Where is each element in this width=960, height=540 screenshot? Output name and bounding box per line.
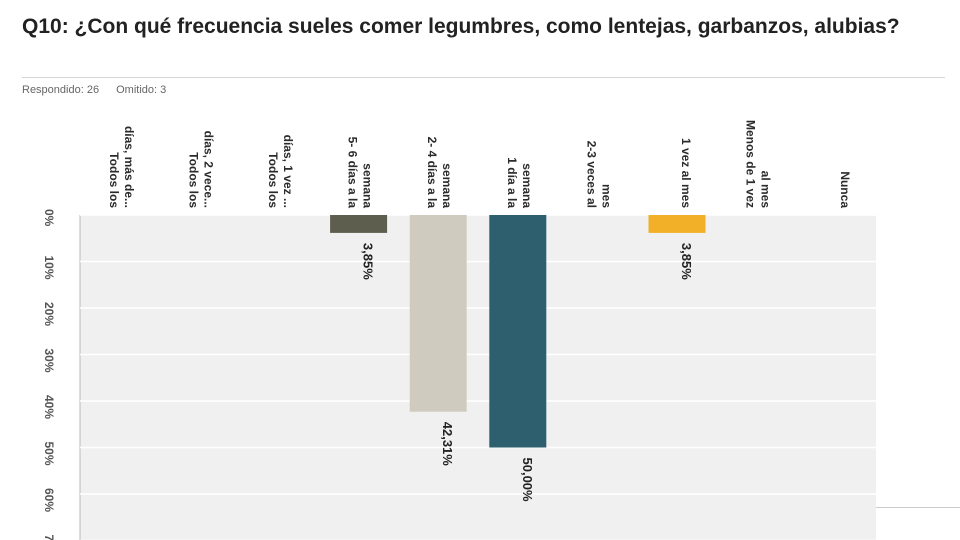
category-label: días, 1 vez ... [281, 135, 295, 208]
category-label: días, más de... [122, 126, 136, 208]
category-label: días, 2 vece... [201, 131, 215, 208]
y-tick-label: 60% [42, 488, 56, 512]
y-tick-label: 30% [42, 349, 56, 373]
y-tick-label: 50% [42, 442, 56, 466]
category-label: Menos de 1 vez [744, 120, 758, 208]
data-label: 42,31% [440, 422, 455, 467]
bar [409, 215, 467, 412]
category-label: 1 día a la [505, 157, 519, 208]
response-stats: Respondido: 26 Omitido: 3 [22, 84, 180, 96]
y-tick-label: 40% [42, 395, 56, 419]
category-label: semana [440, 163, 454, 208]
category-label: 2-3 veces al [584, 141, 598, 208]
category-label: semana [361, 163, 375, 208]
data-label: 3,85% [679, 243, 694, 280]
skipped-count: Omitido: 3 [116, 84, 167, 96]
category-label: 5- 6 días a la [346, 137, 360, 209]
y-tick-label: 20% [42, 302, 56, 326]
y-tick-label: 10% [42, 256, 56, 280]
bar [648, 215, 706, 233]
category-label: al mes [759, 171, 773, 209]
bar [489, 215, 547, 448]
footer-divider [876, 507, 960, 508]
data-label: 3,85% [361, 243, 376, 280]
category-label: mes [599, 184, 613, 208]
category-label: Todos los [107, 152, 121, 208]
bar [330, 215, 388, 233]
category-label: Todos los [186, 152, 200, 208]
category-label: Todos los [266, 152, 280, 208]
y-tick-label: 0% [42, 209, 56, 227]
y-tick-label: 70% [42, 535, 56, 540]
category-label: 1 vez al mes [679, 138, 693, 208]
category-label: Nunca [838, 171, 852, 208]
data-label: 50,00% [520, 458, 535, 503]
question-title: Q10: ¿Con qué frecuencia sueles comer le… [22, 15, 900, 38]
title-divider [22, 77, 945, 78]
answered-count: Respondido: 26 [22, 84, 100, 96]
category-label: 2- 4 días a la [425, 137, 439, 209]
plot-area [80, 215, 876, 540]
category-label: semana [520, 163, 534, 208]
